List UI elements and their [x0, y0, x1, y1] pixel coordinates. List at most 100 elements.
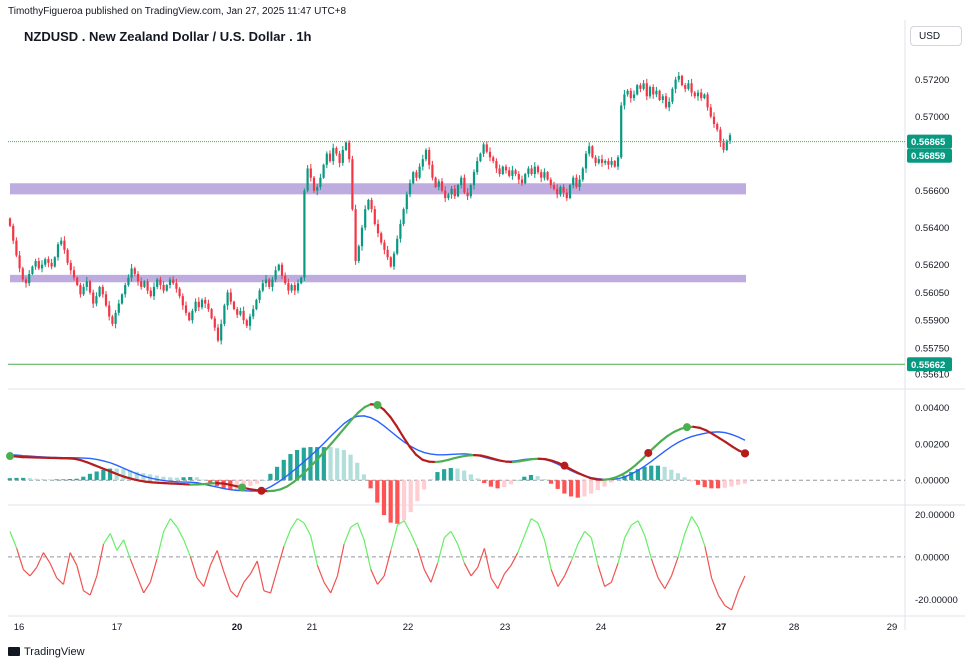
price-candles — [8, 72, 732, 345]
macd-histogram-bar — [208, 480, 213, 483]
osc-line-segment — [617, 537, 626, 564]
signal-line-segment — [608, 476, 618, 481]
macd-histogram-bar — [515, 480, 520, 481]
candle-body — [472, 172, 476, 186]
candle-body — [594, 157, 597, 163]
osc-line-segment — [670, 556, 679, 577]
macd-histogram-bar — [67, 479, 73, 481]
macd-histogram-bar — [682, 477, 687, 481]
candle-body — [15, 240, 18, 256]
osc-line-segment — [370, 569, 379, 585]
candle-body — [613, 161, 616, 167]
signal-line-segment — [711, 432, 721, 440]
osc-line-segment — [610, 562, 619, 583]
candle-body — [456, 185, 460, 197]
osc-line-segment — [69, 552, 78, 566]
macd-histogram-bar — [181, 477, 186, 481]
time-tick-label: 22 — [403, 622, 414, 633]
signal-line-segment — [672, 427, 682, 433]
candle-body — [636, 85, 639, 95]
osc-line-segment — [590, 537, 599, 566]
candle-body — [693, 92, 696, 97]
osc-line-segment — [450, 531, 459, 545]
macd-histogram-bar — [562, 480, 567, 494]
osc-line-segment — [537, 522, 546, 541]
candle-body — [616, 157, 620, 167]
candle-body — [364, 209, 367, 228]
candle-body — [12, 225, 15, 241]
osc-line-segment — [397, 520, 405, 526]
time-tick-label: 28 — [789, 622, 800, 633]
candle-body — [424, 149, 428, 160]
signal-line-segment — [582, 474, 592, 480]
candle-body — [108, 305, 111, 317]
candle-body — [444, 190, 447, 199]
candle-body — [645, 83, 648, 97]
osc-line-segment — [89, 575, 98, 596]
candle-body — [668, 101, 671, 108]
currency-button[interactable]: USD — [910, 26, 962, 46]
osc-line-segment — [437, 537, 445, 564]
candle-body — [405, 194, 408, 210]
candle-body — [485, 144, 488, 152]
osc-line-segment — [423, 569, 432, 583]
candle-body — [111, 316, 114, 324]
candle-body — [130, 268, 133, 278]
osc-line-segment — [303, 522, 312, 536]
macd-histogram-bar — [408, 480, 413, 513]
osc-line-segment — [343, 526, 352, 545]
signal-line-segment — [357, 406, 366, 414]
osc-line-segment — [704, 546, 713, 579]
candle-body — [76, 277, 79, 286]
osc-line-segment — [550, 569, 559, 587]
symbol-title: NZDUSD . New Zealand Dollar / U.S. Dolla… — [24, 29, 312, 44]
candle-body — [146, 281, 149, 291]
candle-body — [303, 190, 306, 278]
macd-histogram-bar — [642, 466, 647, 481]
signal-line-segment — [311, 455, 321, 465]
candle-body — [258, 290, 261, 300]
candle-body — [556, 188, 559, 195]
candle-body — [565, 192, 568, 199]
time-tick-label: 23 — [500, 622, 511, 633]
signal-line-segment — [440, 458, 450, 463]
candle-body — [140, 281, 143, 287]
candle-body — [687, 83, 690, 89]
candle-body — [181, 296, 184, 306]
candle-body — [536, 166, 540, 173]
candle-body — [72, 270, 76, 278]
candle-body — [197, 301, 200, 308]
osc-line-segment — [624, 524, 632, 538]
macd-histogram-bar — [168, 477, 173, 481]
candle-body — [69, 262, 72, 271]
candle-body — [120, 294, 124, 304]
macd-histogram-bar — [274, 466, 280, 481]
candle-body — [159, 279, 162, 286]
signal-line-segment — [447, 456, 456, 461]
candle-body — [348, 142, 351, 160]
osc-line-segment — [470, 567, 479, 577]
signal-line-segment — [118, 474, 128, 479]
candle-body — [92, 292, 95, 304]
macd-histogram-bar — [629, 472, 634, 481]
candle-body — [607, 161, 610, 165]
candle-body — [31, 266, 34, 274]
osc-line-segment — [543, 539, 552, 570]
candle-body — [479, 153, 482, 162]
osc-line-segment — [109, 533, 118, 551]
osc-line-segment — [196, 577, 205, 587]
osc-line-segment — [189, 556, 198, 579]
candle-body — [700, 92, 703, 99]
candle-body — [335, 148, 338, 154]
candle-body — [152, 286, 156, 297]
candle-body — [376, 223, 380, 234]
macd-histogram-bar — [455, 468, 460, 481]
candle-body — [450, 188, 453, 195]
price-badge — [907, 357, 952, 372]
candle-body — [540, 172, 543, 178]
osc-line-segment — [330, 575, 338, 594]
macd-histogram-bar — [94, 471, 99, 481]
candle-body — [21, 268, 24, 280]
candle-body — [300, 277, 303, 284]
